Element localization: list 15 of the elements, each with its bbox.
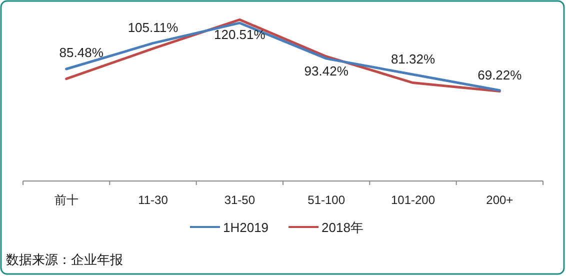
x-tick-label: 31-50 (224, 193, 256, 207)
x-tick-label: 11-30 (138, 193, 168, 207)
data-label: 120.51% (214, 26, 266, 42)
data-label: 93.42% (304, 64, 348, 79)
x-tick-label: 51-100 (308, 193, 346, 207)
x-tick-label: 前十 (54, 193, 78, 207)
data-label: 81.32% (390, 51, 436, 66)
annotation: 数据来源：企业年报 (6, 252, 123, 267)
x-tick-label: 101-200 (390, 193, 436, 207)
data-label: 105.11% (128, 20, 178, 36)
data-label: 69.22% (478, 67, 522, 82)
legend-label: 1H2019 (223, 220, 269, 235)
x-tick-label: 200+ (486, 193, 514, 207)
legend-label: 2018年 (322, 220, 364, 235)
data-label: 85.48% (59, 45, 104, 60)
